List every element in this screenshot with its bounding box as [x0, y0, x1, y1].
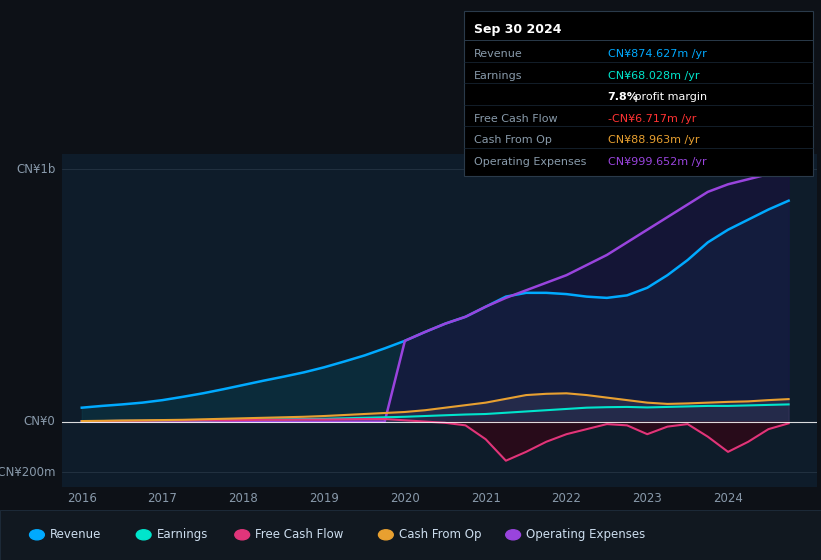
Text: Operating Expenses: Operating Expenses: [526, 528, 645, 542]
Text: profit margin: profit margin: [631, 92, 707, 102]
Text: Earnings: Earnings: [157, 528, 209, 542]
Text: Earnings: Earnings: [474, 71, 522, 81]
Text: Operating Expenses: Operating Expenses: [474, 157, 586, 167]
Text: Sep 30 2024: Sep 30 2024: [474, 23, 562, 36]
Text: Cash From Op: Cash From Op: [399, 528, 481, 542]
Text: CN¥999.652m /yr: CN¥999.652m /yr: [608, 157, 706, 167]
Text: CN¥1b: CN¥1b: [16, 162, 56, 176]
Text: Revenue: Revenue: [474, 49, 522, 59]
Text: -CN¥6.717m /yr: -CN¥6.717m /yr: [608, 114, 696, 124]
Text: Free Cash Flow: Free Cash Flow: [474, 114, 557, 124]
Text: -CN¥200m: -CN¥200m: [0, 465, 56, 479]
Text: 7.8%: 7.8%: [608, 92, 639, 102]
Text: CN¥0: CN¥0: [24, 415, 56, 428]
Text: Free Cash Flow: Free Cash Flow: [255, 528, 344, 542]
Text: CN¥88.963m /yr: CN¥88.963m /yr: [608, 135, 699, 145]
Text: CN¥874.627m /yr: CN¥874.627m /yr: [608, 49, 706, 59]
Text: CN¥68.028m /yr: CN¥68.028m /yr: [608, 71, 699, 81]
Text: Revenue: Revenue: [50, 528, 102, 542]
Text: Cash From Op: Cash From Op: [474, 135, 552, 145]
